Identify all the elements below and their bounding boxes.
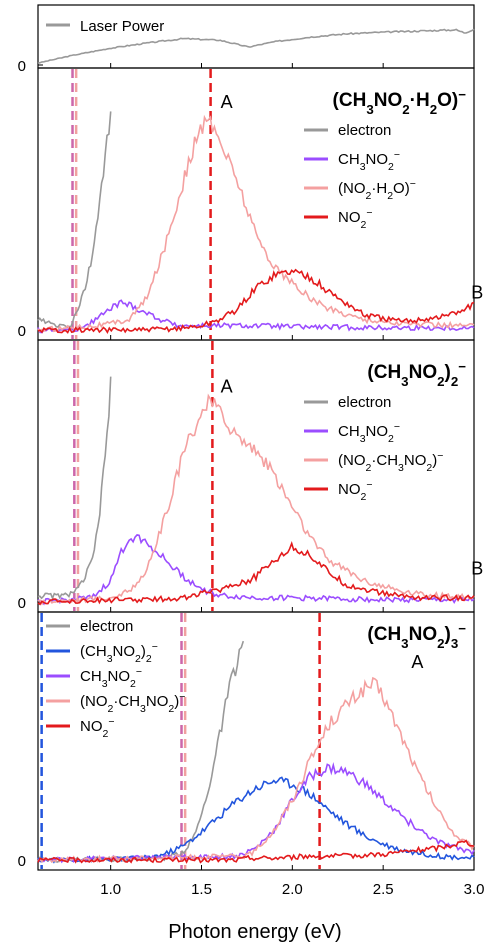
series-line-no2h2o xyxy=(37,114,475,333)
x-tick-label: 1.5 xyxy=(191,881,212,898)
panel-title: (CH3NO2)2− xyxy=(367,359,466,389)
panel-dimer: 0 electron CH3NO2− (NO2·CH3NO2)− NO2− (CH3NO2… xyxy=(18,339,483,613)
x-tick-label: 3.0 xyxy=(464,881,485,898)
panel-frame xyxy=(37,4,475,69)
legend-label: NO2− xyxy=(338,479,373,503)
panel-hydrate: 0 electron CH3NO2− (NO2·H2O)− NO2− (CH3NO2·H2… xyxy=(18,67,483,341)
series-line-no2 xyxy=(37,839,475,864)
x-tick-label: 1.0 xyxy=(100,881,121,898)
legend-label: electron xyxy=(338,394,391,411)
y-tick-label: 0 xyxy=(18,58,26,75)
peak-annotation-b: B xyxy=(471,282,483,302)
legend-label: CH3NO2− xyxy=(338,421,400,445)
series-line-electron xyxy=(37,376,112,601)
x-axis-label: Photon energy (eV) xyxy=(168,921,341,943)
legend-label: (NO2·CH3NO2)− xyxy=(338,450,443,474)
series-line-laserpower xyxy=(37,28,475,64)
peak-annotation-b: B xyxy=(471,559,483,579)
x-tick-label: 2.5 xyxy=(373,881,394,898)
panel-frame xyxy=(37,611,475,871)
peak-annotation-a: A xyxy=(411,652,423,672)
x-tick-label: 2.0 xyxy=(282,881,303,898)
series-line-no2 xyxy=(37,268,475,334)
legend-label: CH3NO2− xyxy=(338,149,400,173)
legend-label: (CH3NO2)2− xyxy=(80,641,158,665)
panel-title: (CH3NO2)3− xyxy=(367,621,466,651)
y-tick-label: 0 xyxy=(18,853,26,870)
panel-laser: 0 Laser Power xyxy=(18,4,475,75)
legend-label: (NO2·CH3NO2)− xyxy=(80,691,185,715)
panel-title: (CH3NO2·H2O)− xyxy=(333,87,467,117)
peak-annotation-a: A xyxy=(221,92,233,112)
series-line-no2 xyxy=(37,541,475,606)
y-tick-label: 0 xyxy=(18,323,26,340)
series-line-ch3no2 xyxy=(37,762,475,864)
legend-label: (NO2·H2O)− xyxy=(338,178,416,202)
series-line-no2ch3no2 xyxy=(37,393,475,606)
series-line-ch3no2 xyxy=(37,299,475,334)
legend-label: electron xyxy=(338,122,391,139)
legend-label: electron xyxy=(80,618,133,635)
legend-label: NO2− xyxy=(80,716,115,740)
legend-label: CH3NO2− xyxy=(80,666,142,690)
legend-label: NO2− xyxy=(338,207,373,231)
series-line-ch3no2 xyxy=(37,534,475,606)
peak-annotation-a: A xyxy=(221,377,233,397)
y-tick-label: 0 xyxy=(18,595,26,612)
panel-trimer: 0 electron (CH3NO2)2−CH3NO2−(NO2·CH3NO2)−N… xyxy=(18,611,475,871)
series-line-no2ch3no2 xyxy=(37,676,475,863)
series-line-electron xyxy=(37,111,112,329)
legend-label: Laser Power xyxy=(80,18,164,35)
